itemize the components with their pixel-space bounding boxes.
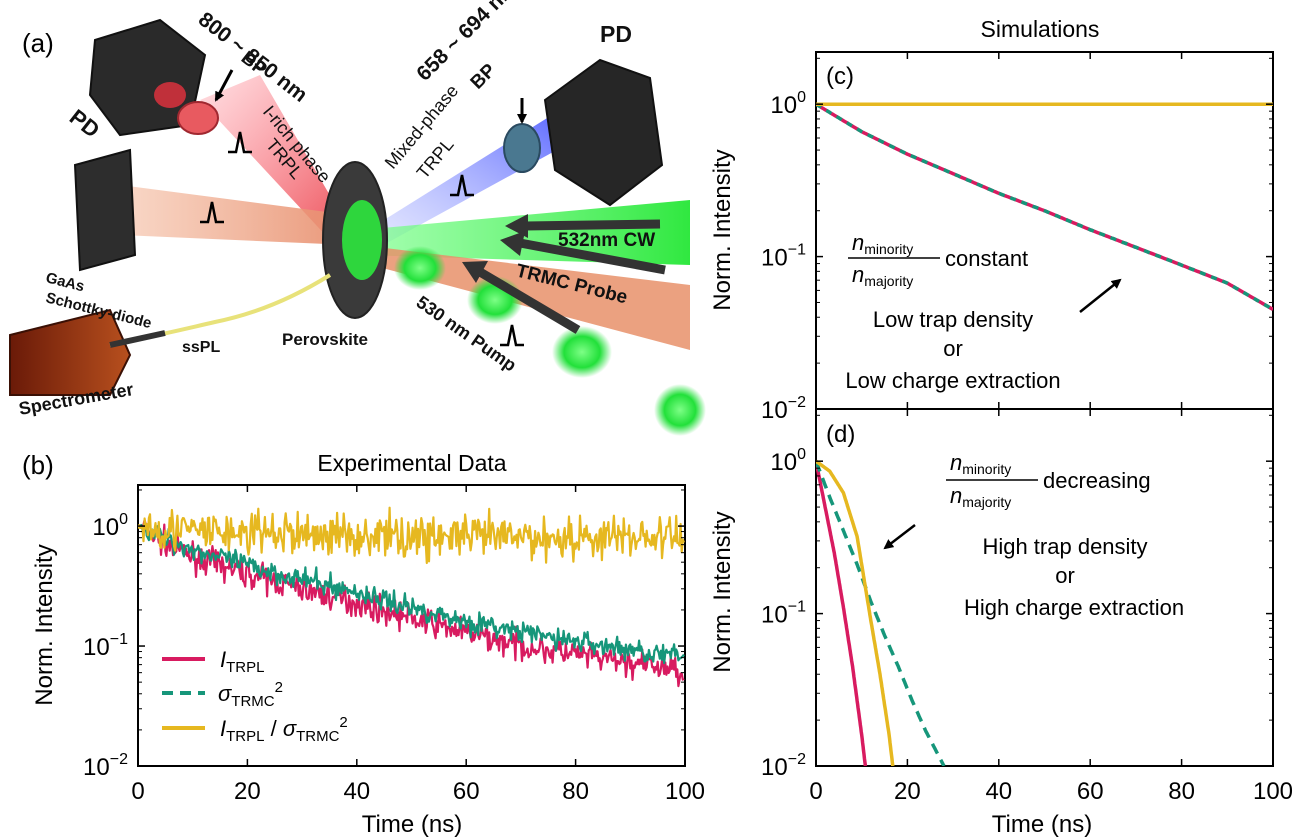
y-tick-label: 10−2 bbox=[761, 751, 806, 781]
bandpass-filter-blue bbox=[503, 123, 541, 173]
y-tick-label: 10−1 bbox=[761, 599, 806, 629]
annotation-arrow-c bbox=[1079, 278, 1122, 313]
series-group-b bbox=[138, 506, 685, 688]
panel-d-chart: 0 20 40 60 80 100 100 10−1 10−2 (d) Time (ns) No… bbox=[709, 408, 1293, 837]
x-tick-label: 40 bbox=[343, 778, 370, 805]
series-layer bbox=[816, 102, 1273, 311]
red-trpl-beam bbox=[200, 75, 350, 240]
photodiode-right bbox=[543, 58, 664, 207]
series-line-d-2 bbox=[816, 459, 895, 766]
panel-label-a: (a) bbox=[22, 28, 54, 58]
beam-direction-arrows bbox=[477, 219, 666, 334]
gaas-probe-beam bbox=[120, 185, 350, 245]
ticks-d: 0 20 40 60 80 100 100 10−1 10−2 bbox=[761, 409, 1293, 805]
y-axis-label-c: Norm. Intensity bbox=[709, 149, 736, 310]
x-tick-label: 60 bbox=[453, 778, 480, 805]
bp-red-arrow bbox=[214, 69, 234, 102]
y-axis-label-d: Norm. Intensity bbox=[709, 511, 736, 672]
panel-label-b: (b) bbox=[22, 450, 54, 480]
legend-b: ITRPL σTRMC2 ITRPL / σTRMC2 bbox=[162, 647, 348, 745]
x-axis-label-b: Time (ns) bbox=[362, 811, 462, 837]
bandpass-filter-red bbox=[177, 101, 219, 135]
y-tick-label: 10−2 bbox=[83, 751, 128, 781]
y-tick-label: 100 bbox=[770, 89, 806, 119]
pump-pulse bbox=[552, 326, 612, 378]
annotation-d-line3: High charge extraction bbox=[964, 595, 1184, 620]
panel-c-title: Simulations bbox=[981, 16, 1100, 42]
annotation-c-line3: Low charge extraction bbox=[845, 368, 1060, 393]
panel-label-d: (d) bbox=[826, 421, 855, 448]
legend-label-trmc: σTRMC2 bbox=[218, 679, 283, 710]
sspl-label: ssPL bbox=[182, 339, 220, 356]
pd-right-label: PD bbox=[600, 21, 632, 47]
x-axis-label-d: Time (ns) bbox=[992, 811, 1092, 837]
pump-pulse bbox=[654, 384, 706, 436]
y-axis-label-b: Norm. Intensity bbox=[31, 544, 58, 705]
fraction-numerator-c: nminority bbox=[852, 230, 913, 257]
series-layer bbox=[138, 506, 685, 688]
y-tick-label: 10−1 bbox=[761, 242, 806, 272]
spectrometer-body bbox=[9, 308, 132, 396]
x-tick-label: 100 bbox=[1253, 778, 1293, 805]
annotation-d-line2: or bbox=[1055, 563, 1075, 588]
fraction-denominator-d: nmajority bbox=[950, 483, 1011, 510]
plot-frame-b bbox=[137, 484, 686, 767]
x-tick-label: 0 bbox=[809, 778, 822, 805]
ticks-c: 100 10−1 10−2 bbox=[761, 52, 1274, 424]
gaas-schottky-diode bbox=[73, 148, 137, 272]
fraction-numerator-d: nminority bbox=[950, 450, 1011, 477]
series-line-c-1 bbox=[816, 102, 1273, 311]
fiber-connector bbox=[109, 330, 166, 348]
x-tick-label: 40 bbox=[985, 778, 1012, 805]
legend-label-trpl: ITRPL bbox=[220, 647, 264, 676]
y-tick-label: 100 bbox=[770, 446, 806, 476]
x-tick-label: 60 bbox=[1077, 778, 1104, 805]
bp-blue-label: BP bbox=[467, 60, 501, 94]
photodiode-window bbox=[154, 82, 186, 108]
y-tick-label: 10−1 bbox=[83, 631, 128, 661]
arrow-heads bbox=[462, 214, 528, 283]
pd-left-label: PD bbox=[65, 104, 104, 143]
fraction-word-c: constant bbox=[945, 246, 1028, 271]
x-tick-label: 20 bbox=[894, 778, 921, 805]
excitation-spot bbox=[342, 200, 382, 280]
pump-pulse bbox=[394, 246, 446, 290]
plot-frame-d bbox=[815, 408, 1274, 767]
fraction-denominator-c: nmajority bbox=[852, 262, 913, 289]
legend-label-ratio: ITRPL / σTRMC2 bbox=[220, 714, 348, 745]
panel-b-title: Experimental Data bbox=[317, 450, 506, 476]
series-group-d bbox=[816, 459, 946, 766]
x-tick-label: 80 bbox=[562, 778, 589, 805]
annotation-c-line2: or bbox=[943, 336, 963, 361]
series-group-c bbox=[816, 102, 1273, 311]
bp-blue-wavelength: 658 ~ 694 nm bbox=[412, 0, 521, 86]
panel-b-chart: (b) Experimental Data 0 20 40 60 80 100 100 10−… bbox=[22, 450, 705, 837]
y-tick-label: 100 bbox=[92, 511, 128, 541]
panel-c-chart: Simulations 100 10−1 10−2 (c) Norm. Intens… bbox=[709, 16, 1274, 424]
x-tick-label: 0 bbox=[131, 778, 144, 805]
pulse-glyphs bbox=[200, 131, 524, 347]
series-layer bbox=[816, 459, 946, 766]
y-tick-label: 10−2 bbox=[761, 394, 806, 424]
series-line-d-1 bbox=[816, 460, 946, 766]
x-tick-label: 80 bbox=[1168, 778, 1195, 805]
x-tick-label: 100 bbox=[665, 778, 705, 805]
annotation-d-line1: High trap density bbox=[982, 534, 1147, 559]
cw-label: 532nm CW bbox=[558, 230, 655, 251]
series-line-b-2 bbox=[138, 506, 685, 565]
panel-label-c: (c) bbox=[826, 63, 854, 90]
annotation-c: nminority nmajority constant Low trap de… bbox=[845, 230, 1122, 393]
annotation-arrow-d bbox=[883, 524, 916, 550]
annotation-c-line1: Low trap density bbox=[873, 307, 1033, 332]
annotation-d: nminority nmajority decreasing High trap… bbox=[883, 450, 1184, 620]
series-line-d-0 bbox=[816, 460, 868, 766]
perovskite-label: Perovskite bbox=[282, 330, 368, 349]
setup-illustration: (a) bbox=[9, 0, 706, 436]
ticks-b: 0 20 40 60 80 100 100 10−1 10−2 bbox=[83, 485, 705, 805]
x-tick-label: 20 bbox=[234, 778, 261, 805]
fraction-word-d: decreasing bbox=[1043, 468, 1151, 493]
